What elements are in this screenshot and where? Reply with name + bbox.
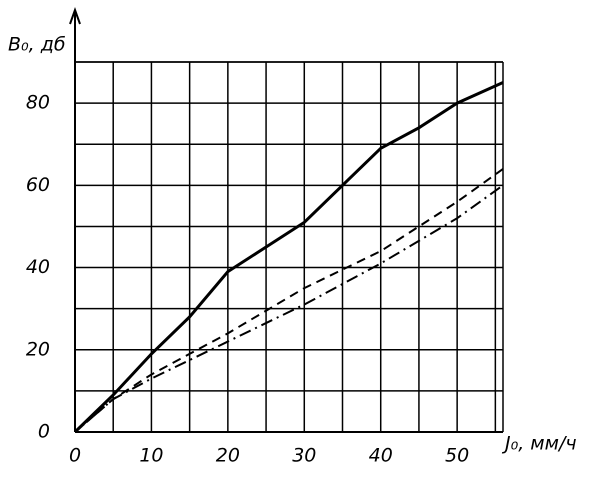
y-arrow bbox=[69, 7, 81, 25]
x-tick-label: 20 bbox=[216, 445, 240, 467]
y-tick-label: 80 bbox=[26, 92, 50, 114]
y-tick-label: 20 bbox=[26, 338, 50, 360]
x-tick-label: 0 bbox=[69, 445, 81, 467]
y-tick-label: 0 bbox=[38, 421, 50, 443]
x-tick-label: 10 bbox=[139, 445, 163, 467]
y-axis-label: B₀, дб bbox=[8, 34, 66, 56]
x-axis-label: J₀, мм/ч bbox=[501, 433, 577, 455]
line-dashed bbox=[74, 168, 504, 433]
line-dashdot bbox=[74, 184, 504, 433]
line-solid bbox=[73, 81, 504, 434]
x-tick-label: 50 bbox=[445, 445, 469, 467]
x-tick-label: 30 bbox=[292, 445, 316, 467]
x-tick-label: 40 bbox=[369, 445, 393, 467]
y-tick-label: 40 bbox=[26, 256, 50, 278]
y-tick-label: 60 bbox=[26, 174, 50, 196]
